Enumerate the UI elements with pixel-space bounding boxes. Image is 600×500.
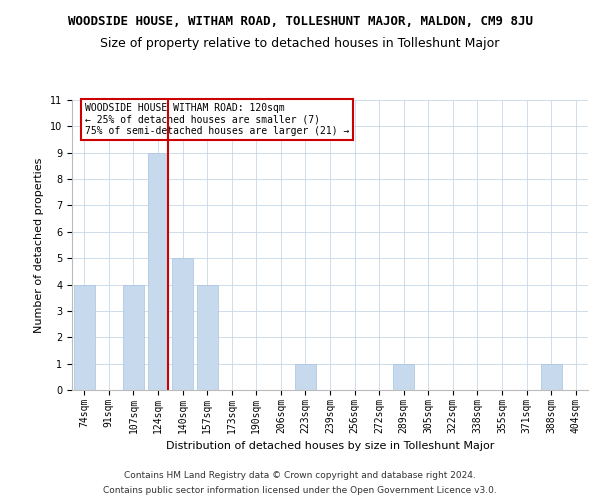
Bar (197, 284, 218, 390)
Bar (172, 258, 193, 390)
Text: Contains HM Land Registry data © Crown copyright and database right 2024.: Contains HM Land Registry data © Crown c… (124, 471, 476, 480)
Y-axis label: Number of detached properties: Number of detached properties (34, 158, 44, 332)
Bar (295, 364, 316, 390)
Bar (74, 284, 95, 390)
Bar (393, 364, 414, 390)
Bar (148, 152, 169, 390)
Text: Size of property relative to detached houses in Tolleshunt Major: Size of property relative to detached ho… (100, 38, 500, 51)
Text: Contains public sector information licensed under the Open Government Licence v3: Contains public sector information licen… (103, 486, 497, 495)
Text: WOODSIDE HOUSE, WITHAM ROAD, TOLLESHUNT MAJOR, MALDON, CM9 8JU: WOODSIDE HOUSE, WITHAM ROAD, TOLLESHUNT … (67, 15, 533, 28)
Bar (123, 284, 144, 390)
X-axis label: Distribution of detached houses by size in Tolleshunt Major: Distribution of detached houses by size … (166, 441, 494, 451)
Text: WOODSIDE HOUSE WITHAM ROAD: 120sqm
← 25% of detached houses are smaller (7)
75% : WOODSIDE HOUSE WITHAM ROAD: 120sqm ← 25%… (85, 102, 349, 136)
Bar (541, 364, 562, 390)
